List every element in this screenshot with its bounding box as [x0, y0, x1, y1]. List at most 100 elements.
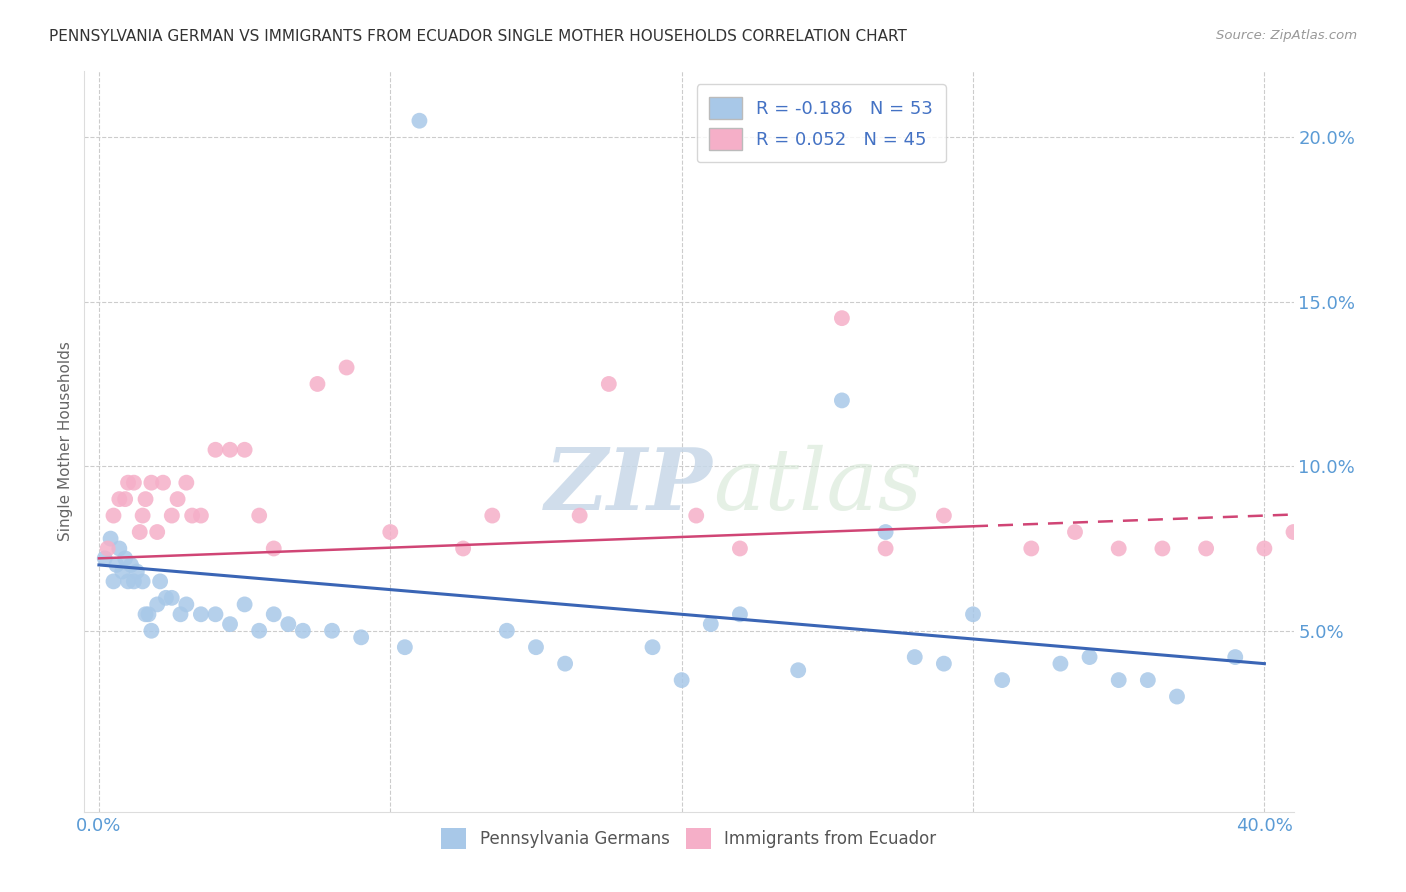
Point	[149, 574, 172, 589]
Point	[190, 508, 212, 523]
Point	[122, 475, 145, 490]
Legend: Pennsylvania Germans, Immigrants from Ecuador: Pennsylvania Germans, Immigrants from Ec…	[434, 822, 943, 855]
Point	[904, 650, 927, 665]
Point	[685, 508, 707, 523]
Point	[146, 598, 169, 612]
Point	[350, 630, 373, 644]
Point	[451, 541, 474, 556]
Point	[204, 442, 226, 457]
Point	[932, 657, 955, 671]
Point	[728, 541, 751, 556]
Point	[1108, 673, 1130, 687]
Point	[219, 617, 242, 632]
Point	[155, 591, 177, 605]
Point	[307, 376, 329, 391]
Point	[125, 565, 148, 579]
Point	[120, 558, 142, 572]
Text: Source: ZipAtlas.com: Source: ZipAtlas.com	[1216, 29, 1357, 42]
Point	[1078, 650, 1101, 665]
Text: atlas: atlas	[713, 444, 922, 527]
Point	[160, 591, 183, 605]
Point	[138, 607, 160, 622]
Point	[141, 624, 163, 638]
Point	[233, 442, 256, 457]
Point	[380, 524, 402, 539]
Point	[291, 624, 314, 638]
Point	[875, 541, 897, 556]
Point	[1166, 690, 1188, 704]
Point	[1019, 541, 1042, 556]
Point	[1340, 524, 1362, 539]
Point	[114, 492, 136, 507]
Point	[408, 113, 430, 128]
Point	[1326, 541, 1348, 556]
Point	[190, 607, 212, 622]
Point	[495, 624, 517, 638]
Y-axis label: Single Mother Households: Single Mother Households	[58, 342, 73, 541]
Point	[1136, 673, 1159, 687]
Point	[831, 393, 853, 408]
Point	[321, 624, 343, 638]
Point	[1064, 524, 1087, 539]
Point	[146, 524, 169, 539]
Point	[728, 607, 751, 622]
Point	[103, 508, 125, 523]
Point	[100, 532, 122, 546]
Point	[108, 541, 131, 556]
Point	[671, 673, 693, 687]
Point	[1195, 541, 1218, 556]
Point	[1282, 524, 1305, 539]
Point	[114, 551, 136, 566]
Text: PENNSYLVANIA GERMAN VS IMMIGRANTS FROM ECUADOR SINGLE MOTHER HOUSEHOLDS CORRELAT: PENNSYLVANIA GERMAN VS IMMIGRANTS FROM E…	[49, 29, 907, 44]
Point	[1296, 541, 1319, 556]
Text: ZIP: ZIP	[546, 444, 713, 528]
Point	[481, 508, 503, 523]
Point	[176, 475, 198, 490]
Point	[131, 574, 153, 589]
Point	[219, 442, 242, 457]
Point	[128, 524, 150, 539]
Point	[1312, 541, 1334, 556]
Point	[277, 617, 299, 632]
Point	[152, 475, 174, 490]
Point	[131, 508, 153, 523]
Point	[233, 598, 256, 612]
Point	[135, 492, 157, 507]
Point	[263, 607, 285, 622]
Point	[176, 598, 198, 612]
Point	[831, 311, 853, 326]
Point	[787, 663, 810, 677]
Point	[122, 574, 145, 589]
Point	[103, 574, 125, 589]
Point	[962, 607, 984, 622]
Point	[700, 617, 723, 632]
Point	[166, 492, 188, 507]
Point	[169, 607, 191, 622]
Point	[336, 360, 359, 375]
Point	[1152, 541, 1174, 556]
Point	[181, 508, 204, 523]
Point	[641, 640, 664, 655]
Point	[141, 475, 163, 490]
Point	[598, 376, 620, 391]
Point	[105, 558, 128, 572]
Point	[554, 657, 576, 671]
Point	[991, 673, 1014, 687]
Point	[524, 640, 547, 655]
Point	[875, 524, 897, 539]
Point	[135, 607, 157, 622]
Point	[247, 508, 270, 523]
Point	[117, 475, 139, 490]
Point	[97, 541, 120, 556]
Point	[204, 607, 226, 622]
Point	[568, 508, 591, 523]
Point	[1253, 541, 1275, 556]
Point	[932, 508, 955, 523]
Point	[1049, 657, 1071, 671]
Point	[394, 640, 416, 655]
Point	[1225, 650, 1247, 665]
Point	[1108, 541, 1130, 556]
Point	[263, 541, 285, 556]
Point	[247, 624, 270, 638]
Point	[117, 574, 139, 589]
